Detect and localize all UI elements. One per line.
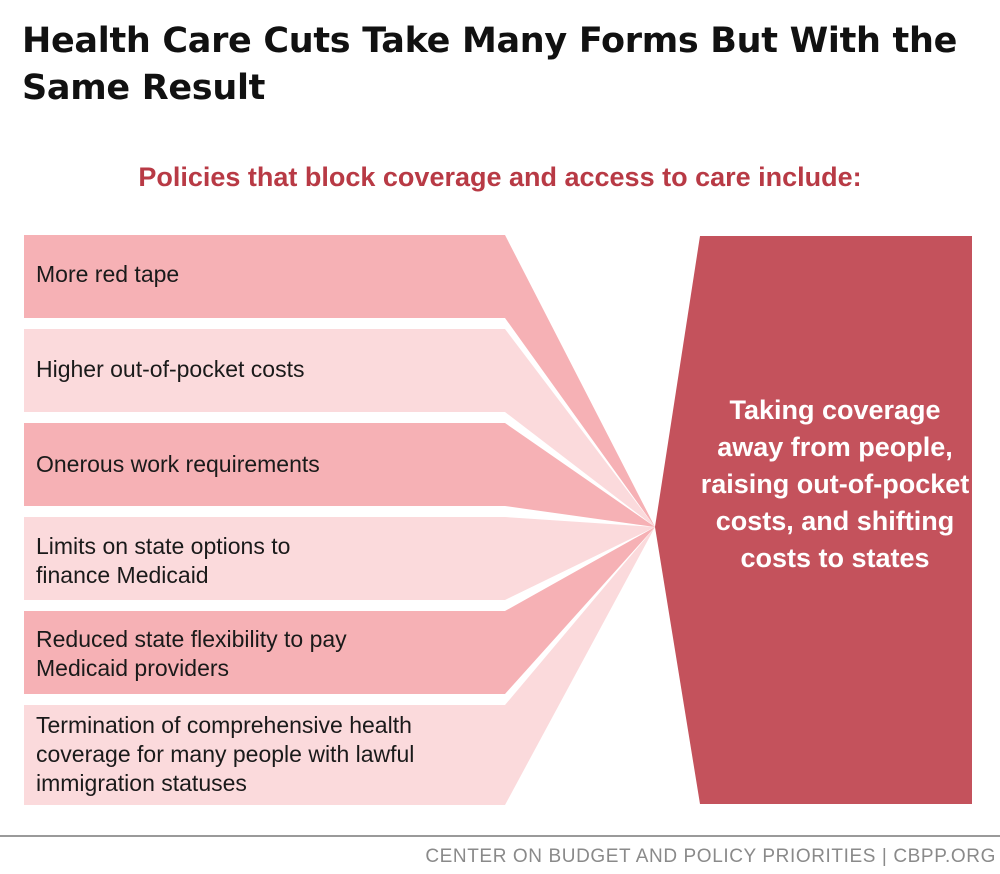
policy-label-5: Reduced state flexibility to pay Medicai…: [36, 626, 347, 681]
source-credit: CENTER ON BUDGET AND POLICY PRIORITIES |…: [425, 846, 996, 867]
policy-label-2: Higher out-of-pocket costs: [36, 356, 305, 382]
policy-label-3: Onerous work requirements: [36, 451, 320, 477]
subtitle: Policies that block coverage and access …: [138, 162, 862, 192]
policy-label-4: Limits on state options to finance Medic…: [36, 533, 291, 588]
policy-band-2: [24, 329, 655, 527]
policy-label-1: More red tape: [36, 261, 180, 287]
policy-label-6: Termination of comprehensive health cove…: [36, 712, 415, 796]
policy-band-1: [24, 235, 655, 527]
policy-band-6: [24, 527, 655, 805]
result-box: [655, 236, 972, 804]
policy-band-5: [24, 527, 655, 694]
chart-title: Health Care Cuts Take Many Forms But Wit…: [22, 21, 958, 108]
footer-divider: [0, 835, 1000, 837]
policy-band-3: [24, 423, 655, 527]
result-text: Taking coverage away from people, raisin…: [700, 395, 970, 573]
policy-band-4: [24, 517, 655, 600]
